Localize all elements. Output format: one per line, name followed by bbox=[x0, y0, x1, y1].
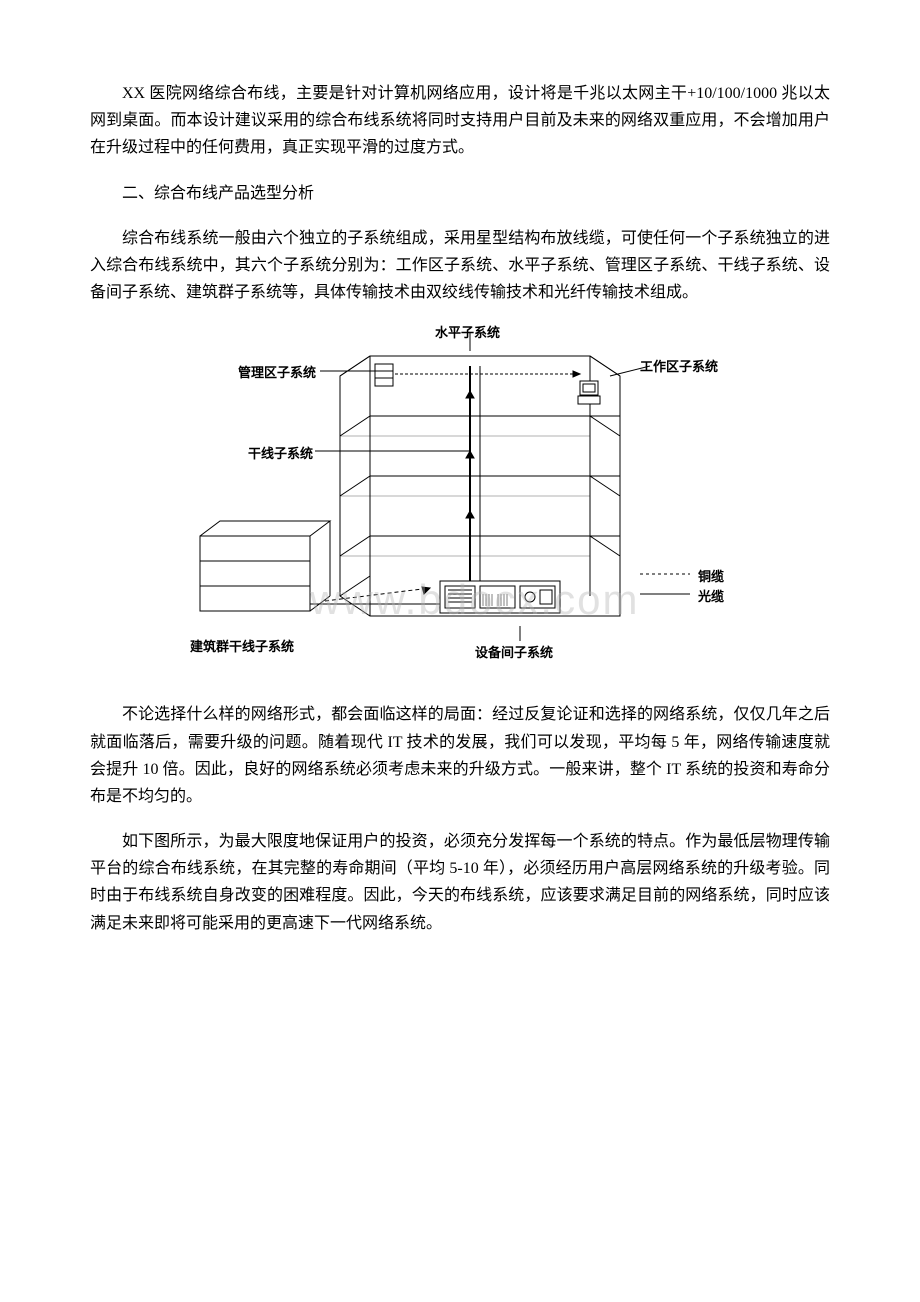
paragraph-investment: 如下图所示，为最大限度地保证用户的投资，必须充分发挥每一个系统的特点。作为最低层… bbox=[90, 828, 830, 937]
section-heading: 二、综合布线产品选型分析 bbox=[90, 180, 830, 207]
label-equipment: 设备间子系统 bbox=[475, 642, 553, 661]
cabling-diagram: www.bdocx.com 水平子系统 管理区子系统 工作区子系统 干线子系统 … bbox=[170, 326, 750, 676]
paragraph-subsystems: 综合布线系统一般由六个独立的子系统组成，采用星型结构布放线缆，可使任何一个子系统… bbox=[90, 225, 830, 307]
label-horizontal: 水平子系统 bbox=[435, 322, 500, 341]
paragraph-intro: XX 医院网络综合布线，主要是针对计算机网络应用，设计将是千兆以太网主干+10/… bbox=[90, 80, 830, 162]
label-copper: 铜缆 bbox=[698, 566, 724, 585]
label-management: 管理区子系统 bbox=[238, 362, 316, 381]
paragraph-upgrade: 不论选择什么样的网络形式，都会面临这样的局面：经过反复论证和选择的网络系统，仅仅… bbox=[90, 701, 830, 810]
label-workarea: 工作区子系统 bbox=[640, 356, 718, 375]
label-fiber: 光缆 bbox=[698, 586, 724, 605]
label-campus: 建筑群干线子系统 bbox=[190, 636, 294, 655]
label-backbone: 干线子系统 bbox=[248, 443, 313, 462]
